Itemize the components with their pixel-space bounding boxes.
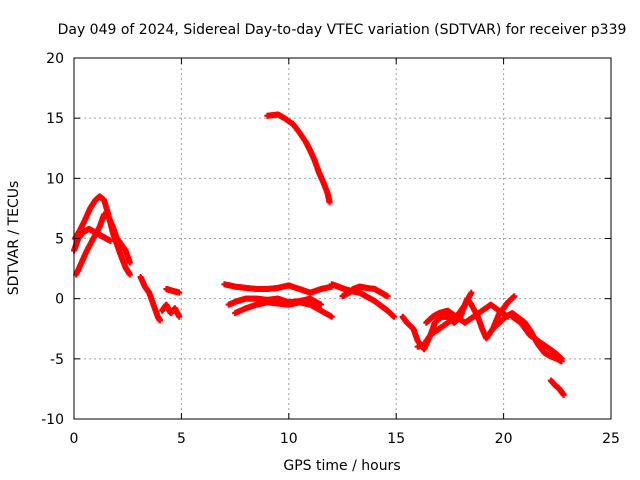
x-tick-label: 10 xyxy=(280,431,298,447)
series-track-16 xyxy=(489,310,565,365)
series-track-9 xyxy=(232,299,335,320)
y-tick-label: -5 xyxy=(50,352,64,368)
y-tick-label: 0 xyxy=(55,292,64,308)
series-track-14 xyxy=(414,289,475,350)
x-tick-label: 5 xyxy=(177,431,186,447)
series-track-5 xyxy=(159,301,183,320)
grid-lines xyxy=(74,58,611,419)
series-track-2 xyxy=(73,211,133,278)
y-tick-label: -10 xyxy=(41,412,64,428)
data-point xyxy=(328,313,335,320)
data-point xyxy=(318,301,325,308)
series-track-10 xyxy=(264,111,333,206)
data-point xyxy=(468,289,475,296)
x-axis-ticks: 0 5 10 15 20 25 xyxy=(70,58,620,447)
data-point xyxy=(560,391,567,398)
series-track-17 xyxy=(509,313,565,362)
x-tick-label: 0 xyxy=(70,431,79,447)
data-point xyxy=(511,293,518,300)
data-point xyxy=(558,355,565,362)
series-track-18 xyxy=(547,377,567,398)
series-track-6 xyxy=(163,286,183,296)
y-axis-label: SDTVAR / TECUs xyxy=(6,181,22,296)
y-tick-label: 10 xyxy=(46,171,64,187)
data-point xyxy=(391,313,398,320)
data-point xyxy=(156,317,163,324)
data-point xyxy=(326,199,333,206)
data-point xyxy=(126,271,133,278)
series-track-15 xyxy=(423,301,511,326)
x-tick-label: 15 xyxy=(387,431,405,447)
data-point xyxy=(176,313,183,320)
series-track-12 xyxy=(339,283,391,300)
y-tick-label: 5 xyxy=(55,232,64,248)
series-track-4 xyxy=(137,274,163,324)
x-tick-label: 20 xyxy=(495,431,513,447)
chart-title: Day 049 of 2024, Sidereal Day-to-day VTE… xyxy=(58,22,627,38)
data-marks xyxy=(71,111,567,398)
series-track-7 xyxy=(221,281,335,296)
y-tick-label: 20 xyxy=(46,51,64,67)
series-track-11 xyxy=(328,281,398,320)
x-axis-label: GPS time / hours xyxy=(283,458,400,474)
data-point xyxy=(384,293,391,300)
y-tick-label: 15 xyxy=(46,111,64,127)
y-axis-ticks: -10 -5 0 5 10 15 20 xyxy=(41,51,611,428)
x-tick-label: 25 xyxy=(602,431,620,447)
data-point xyxy=(107,237,114,244)
data-point xyxy=(176,289,183,296)
data-point xyxy=(126,259,133,266)
